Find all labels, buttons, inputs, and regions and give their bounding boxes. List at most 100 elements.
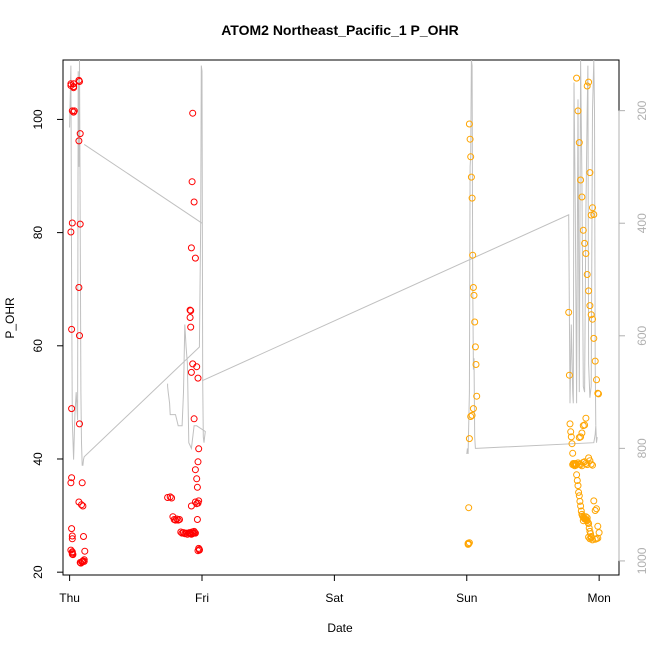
data-point [585,533,593,541]
data-point [587,311,595,319]
x-axis-label: Date [327,621,353,635]
data-point [68,219,76,227]
data-point [193,475,201,483]
data-point [190,198,198,206]
data-point [573,74,581,82]
trace-segment [201,59,597,426]
data-point [586,535,594,543]
y-tick-label: 40 [31,452,45,466]
data-point [574,107,582,115]
data-point [68,474,76,482]
data-point [578,429,586,437]
y-right-tick-label: 400 [635,213,649,233]
data-point [585,78,593,86]
data-point [466,135,474,143]
data-point [68,550,76,558]
data-point [573,477,581,484]
y-right-tick-label: 1000 [635,547,649,574]
y-tick-label: 60 [31,339,45,353]
data-point [67,228,75,236]
data-point [168,494,176,502]
data-point [68,525,76,533]
data-point [68,548,76,556]
data-point [471,318,479,326]
data-point [576,497,584,505]
trace-segment [69,59,206,466]
x-tick-label: Fri [195,591,209,605]
profile-trace-line [69,59,598,466]
data-point [575,488,583,496]
chart-title: ATOM2 Northeast_Pacific_1 P_OHR [221,22,459,38]
data-point [571,460,579,467]
data-point [587,211,595,219]
data-point [590,497,598,505]
y-axis-label: P_OHR [3,297,17,339]
data-point [80,533,87,540]
data-point [76,332,83,340]
data-point [465,539,473,547]
trace-segment [83,143,203,224]
data-point [586,169,594,177]
data-point [191,254,199,262]
data-point [594,522,602,530]
data-point [469,284,477,291]
data-point [191,466,199,474]
x-axis: Thu Fri Sat Sun Mon [59,574,611,605]
data-point [75,137,83,145]
data-point [68,325,76,333]
data-point [590,211,598,218]
data-point [70,108,78,116]
data-point [194,374,202,382]
data-point [78,501,85,509]
data-point [589,204,596,212]
data-point [566,420,574,428]
data-points [67,74,603,567]
data-point [575,139,583,147]
data-point [76,420,83,428]
data-point [195,445,203,453]
data-point [573,461,581,469]
data-point [164,494,172,501]
data-point [68,405,76,413]
data-point [187,368,195,376]
y-tick-label: 20 [31,565,45,579]
data-point [195,497,203,505]
data-point [587,460,595,468]
data-point [186,306,194,314]
data-point [193,483,201,491]
data-point [579,517,587,525]
data-point [583,82,591,90]
data-point [189,109,197,117]
trace-segment [466,59,598,455]
data-point [583,271,591,278]
data-point [80,557,88,565]
data-point [187,307,195,315]
data-point [77,559,85,567]
data-point [589,461,596,469]
data-point [565,308,573,316]
data-point [76,220,84,228]
data-point [591,357,599,365]
data-point [187,244,195,252]
data-point [468,194,476,202]
data-point [577,507,585,515]
data-point [76,130,84,138]
x-tick-label: Sat [325,591,344,605]
x-tick-label: Sun [456,591,477,605]
data-point [187,323,195,331]
data-point [193,516,201,523]
data-point [591,535,599,543]
data-point [582,250,590,257]
data-point [468,411,476,419]
data-point [579,422,587,430]
data-point [465,504,473,512]
data-point [581,239,589,247]
data-point [471,343,479,351]
data-point [593,505,600,513]
data-point [585,287,593,295]
data-point [567,433,575,441]
data-point [68,535,76,543]
x-tick-label: Thu [59,591,80,605]
data-point [581,515,589,523]
